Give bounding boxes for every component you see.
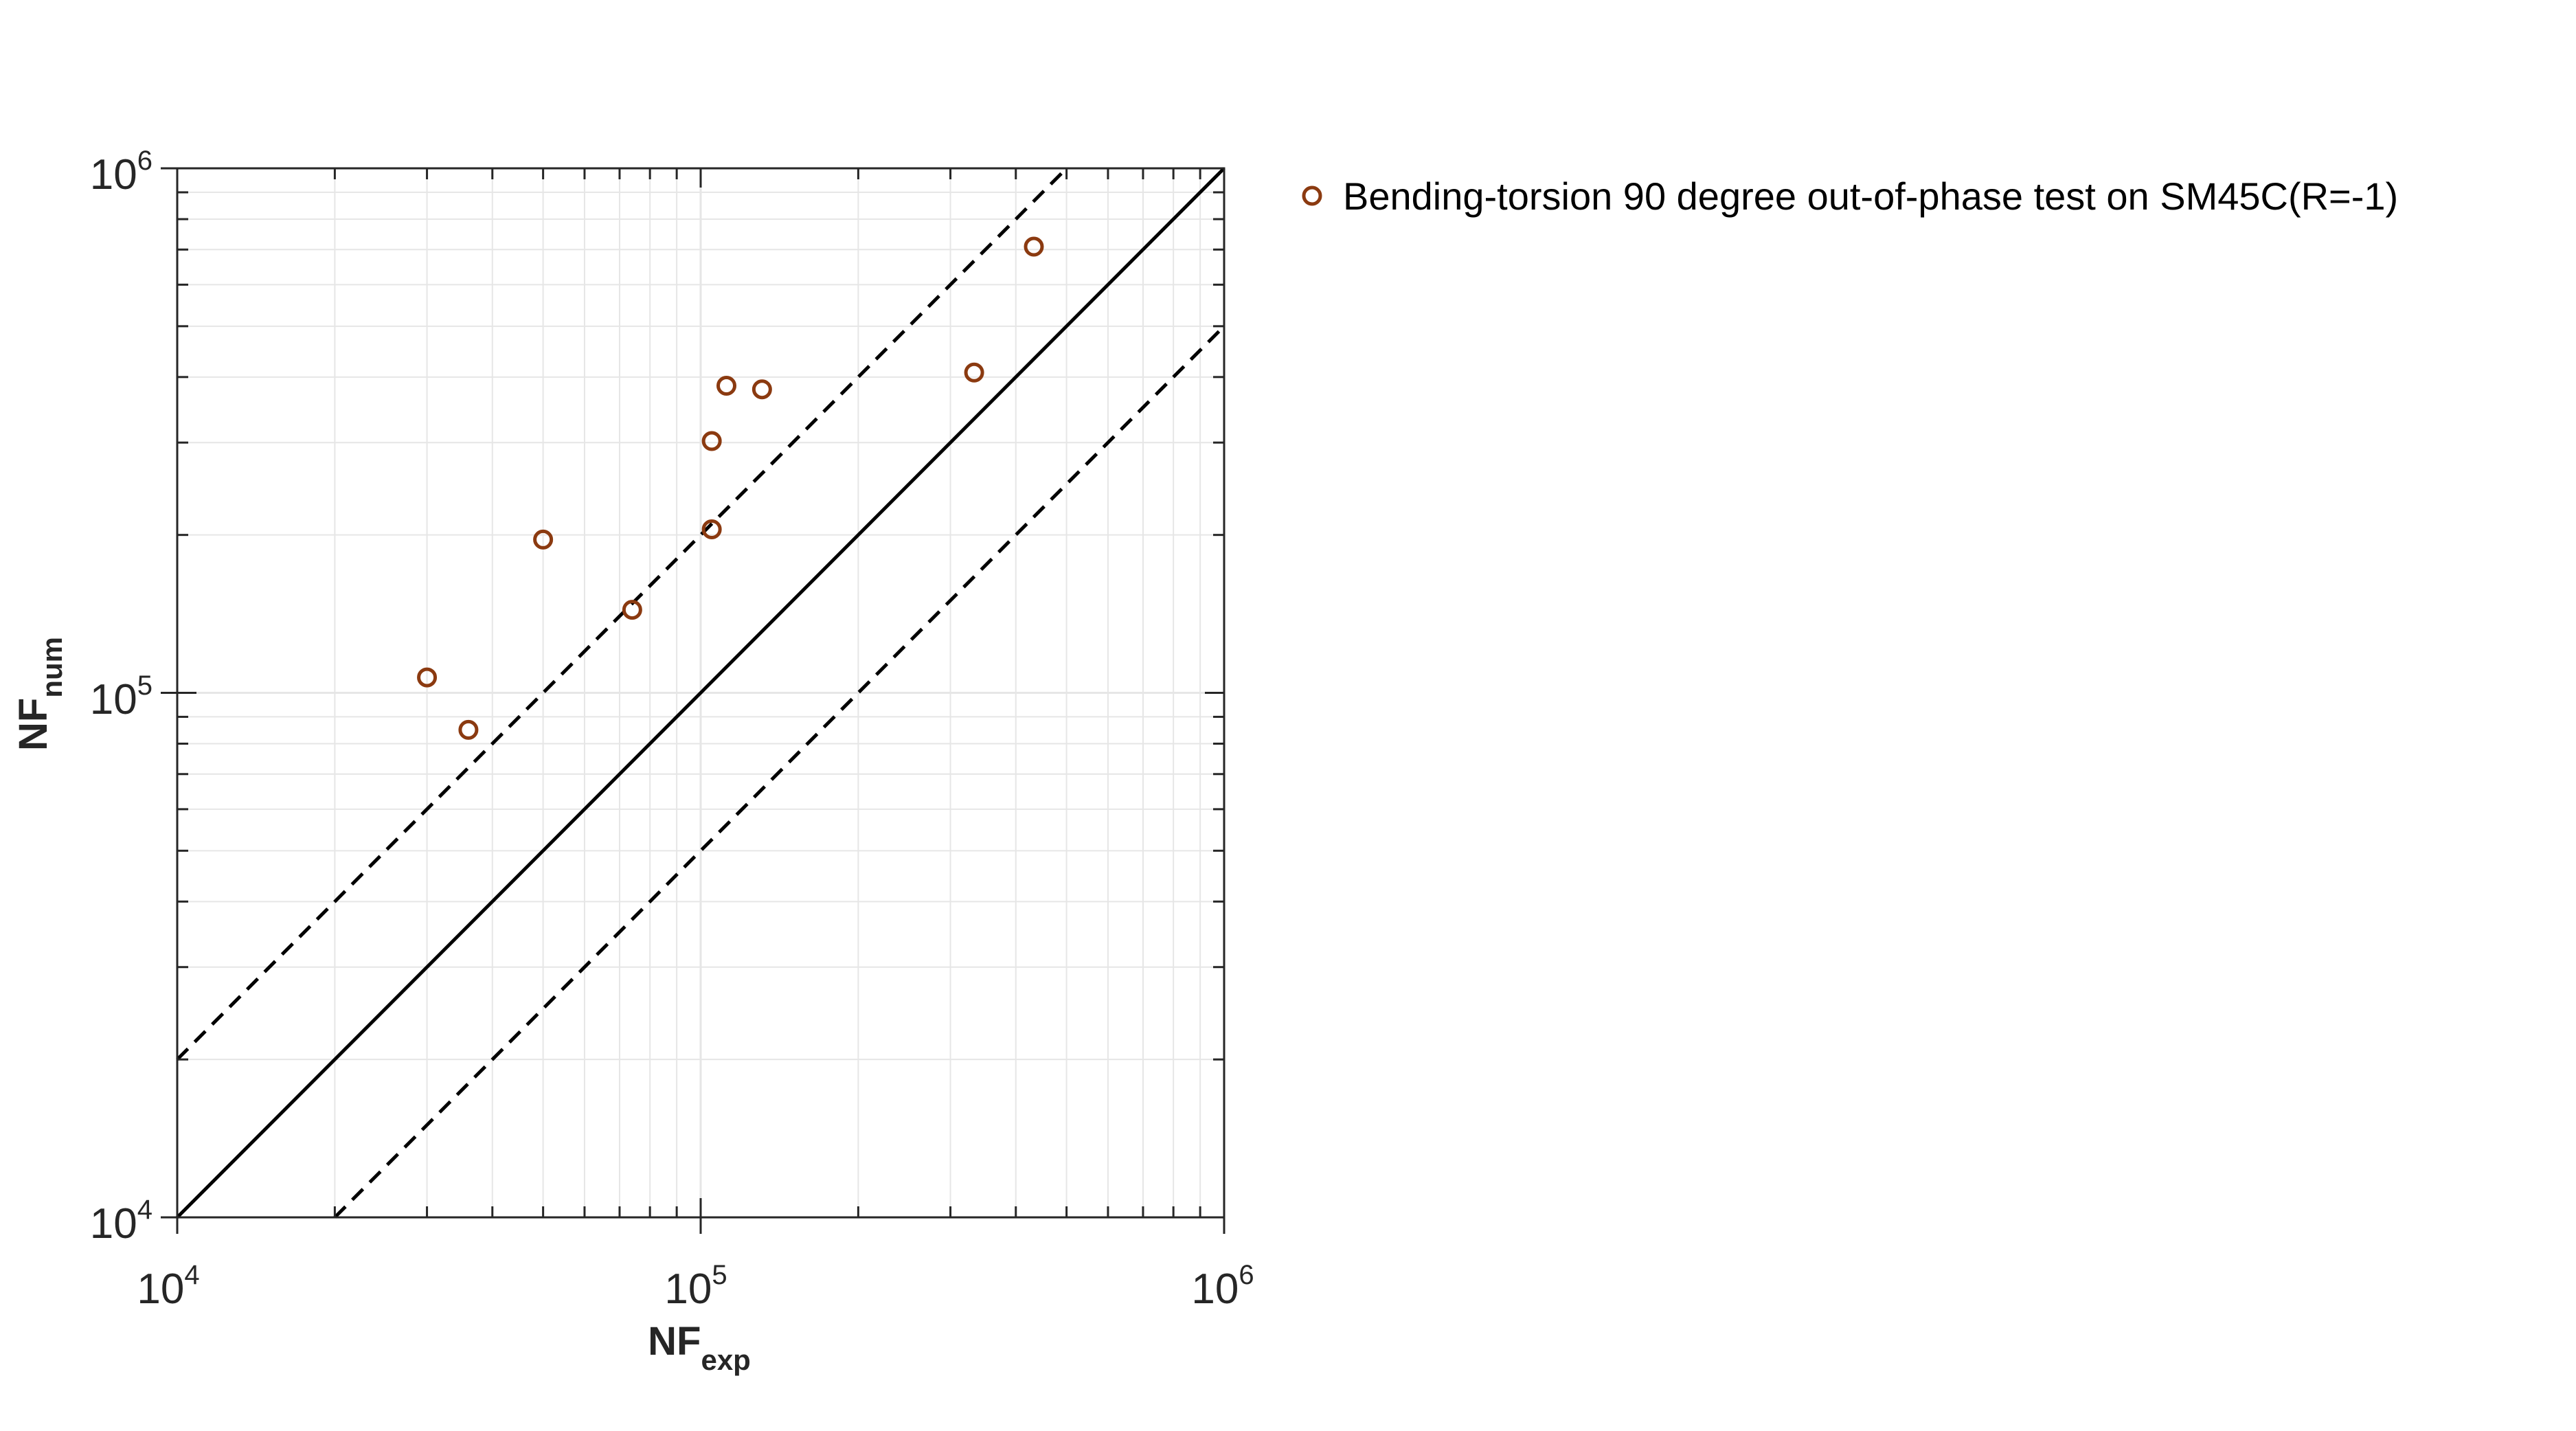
y-tick-base: 10 xyxy=(90,151,137,199)
data-point xyxy=(533,529,554,550)
grid-lines xyxy=(176,168,1224,1219)
y-axis-title-base: NF xyxy=(11,698,56,751)
y-tick-base: 10 xyxy=(90,1200,137,1248)
x-tick-exp: 5 xyxy=(712,1260,727,1290)
legend-marker xyxy=(1302,185,1322,206)
legend: Bending-torsion 90 degree out-of-phase t… xyxy=(1302,174,2398,218)
data-point xyxy=(458,719,479,740)
data-point xyxy=(622,600,642,620)
data-point xyxy=(716,376,737,396)
reference-lines xyxy=(176,167,1225,1219)
data-point xyxy=(964,362,984,383)
y-tick-label-1e6: 106 xyxy=(90,146,152,199)
x-tick-label-1e5: 105 xyxy=(664,1260,727,1313)
data-point xyxy=(417,667,438,688)
x-tick-base: 10 xyxy=(664,1265,712,1313)
x-tick-exp: 6 xyxy=(1239,1260,1254,1290)
data-point xyxy=(701,519,722,539)
x-axis-title-sub: exp xyxy=(701,1344,750,1376)
reference-line-factor-2 xyxy=(333,325,1225,1219)
x-axis-title-base: NF xyxy=(648,1319,701,1364)
legend-label: Bending-torsion 90 degree out-of-phase t… xyxy=(1343,174,2398,218)
x-tick-exp: 4 xyxy=(184,1260,199,1290)
x-tick-base: 10 xyxy=(1191,1265,1239,1313)
x-axis-title: NFexp xyxy=(648,1319,751,1376)
x-tick-base: 10 xyxy=(137,1265,184,1313)
data-point xyxy=(1024,236,1044,257)
x-tick-label-1e6: 106 xyxy=(1191,1260,1254,1313)
data-points xyxy=(417,236,1044,740)
y-tick-exp: 6 xyxy=(137,146,152,176)
y-tick-label-1e5: 105 xyxy=(90,671,152,723)
y-tick-exp: 4 xyxy=(137,1195,152,1225)
x-tick-label-1e4: 104 xyxy=(137,1260,199,1313)
reference-line-factor-1 xyxy=(176,167,1068,1061)
axis-ticks xyxy=(161,167,1225,1234)
y-tick-base: 10 xyxy=(90,676,137,723)
y-tick-exp: 5 xyxy=(137,671,152,701)
reference-line-1to1 xyxy=(176,167,1225,1219)
data-point xyxy=(701,431,722,451)
data-point xyxy=(752,379,772,400)
y-axis-title-sub: num xyxy=(36,637,68,698)
y-tick-label-1e4: 104 xyxy=(90,1195,152,1248)
y-axis-title: NFnum xyxy=(11,637,68,751)
